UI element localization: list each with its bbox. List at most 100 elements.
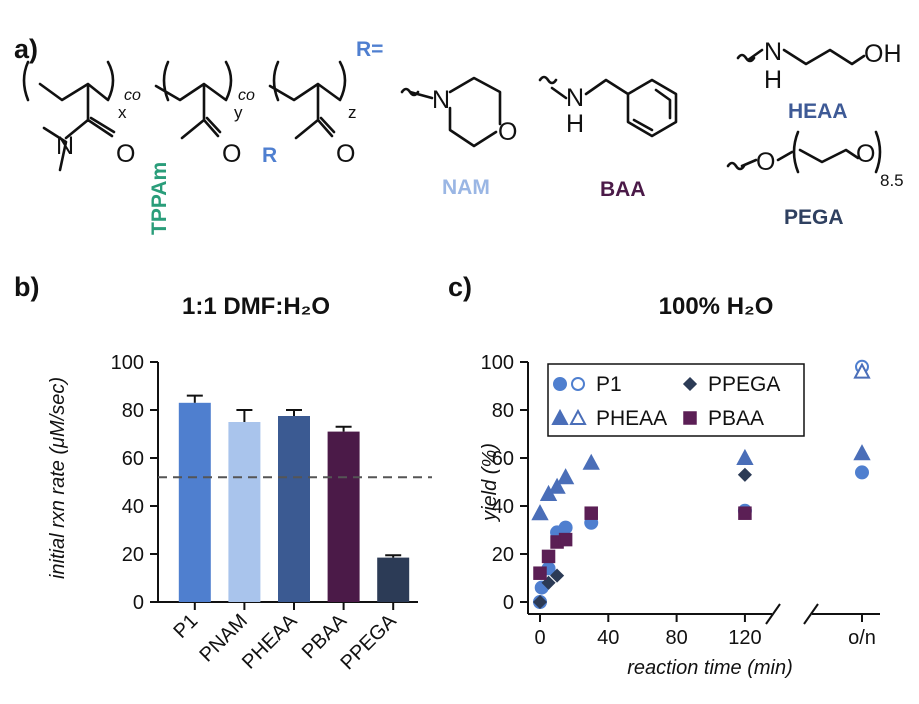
legend-label: PPEGA [708, 373, 780, 396]
backbone-bonds-z [268, 60, 347, 140]
data-point-square [541, 549, 556, 564]
heaa-label: HEAA [788, 100, 848, 123]
axis-break-mark [765, 603, 781, 625]
chart-c-title: 100% H₂O [659, 293, 774, 320]
chart-b-ytick-label: 100 [111, 352, 144, 374]
copolymer-structure: N O x co O y co TPPAm O z R [22, 60, 357, 235]
chart-b-ytick-label: 60 [122, 448, 144, 470]
panel-a: a) N O x co O y co TPPAm O z R R= N [14, 34, 904, 235]
pega-wavy-bond [726, 158, 758, 171]
heaa-chain [782, 48, 866, 66]
pega-atom-o1: O [756, 148, 775, 176]
nam-wavy-bond [400, 87, 434, 100]
data-point-triangle [736, 448, 754, 465]
data-point-square [738, 506, 752, 520]
chart-c-xtick-label: 80 [665, 627, 687, 649]
axis-break-mark [803, 603, 819, 625]
atom-o-y: O [222, 140, 241, 168]
bar [228, 422, 261, 602]
chart-c-xlabel: reaction time (min) [627, 657, 793, 679]
atom-n-x: N [56, 132, 74, 160]
chart-b-ytick-label: 20 [122, 544, 144, 566]
subscript-z: z [348, 103, 357, 122]
chart-c-xtick-label: 0 [534, 627, 545, 649]
panel-b: b) 1:1 DMF:H₂O initial rxn rate (μM/sec)… [14, 272, 432, 674]
nam-ring [448, 76, 502, 148]
pega-label: PEGA [784, 206, 844, 229]
data-point-triangle [582, 453, 600, 470]
chart-c-ytick-label: 20 [492, 544, 514, 566]
tppam-label: TPPAm [148, 162, 171, 235]
r-equals-label: R= [356, 38, 383, 61]
atom-o-x: O [116, 140, 135, 168]
baa-wavy-bond [538, 75, 568, 100]
category-label: PPEGA [336, 610, 401, 675]
chart-c-ytick-label: 80 [492, 400, 514, 422]
chart-c-xtick-label: 40 [597, 627, 619, 649]
data-point-triangle [853, 362, 871, 379]
heaa-wavy-bond [736, 48, 764, 63]
heaa-structure: N H OH HEAA [736, 38, 902, 123]
chart-c-ylabel: yield (%) [479, 443, 501, 523]
nam-atom-o: O [498, 118, 517, 146]
data-point-circle [558, 520, 573, 535]
data-point-triangle [531, 504, 549, 521]
panel-c: c) 100% H₂O yield (%) reaction time (min… [448, 272, 880, 679]
chart-c-ytick-label: 40 [492, 496, 514, 518]
co-label-2: co [238, 87, 255, 104]
chart-b-ytick-label: 0 [133, 592, 144, 614]
pega-structure: O O 8.5 PEGA [726, 130, 904, 229]
r-group-label: R [262, 144, 277, 167]
bar [377, 557, 410, 602]
data-point-diamond [682, 376, 698, 392]
pega-atom-o2: O [856, 140, 875, 168]
baa-benzyl [584, 78, 678, 138]
chart-b-ytick-label: 40 [122, 496, 144, 518]
data-point-circle [553, 377, 567, 391]
data-point-square [533, 566, 547, 580]
legend: P1 PPEGA PHEAA PBAA [547, 363, 805, 437]
scatter-chart: 0 20 40 60 80 100 0 40 80 120 o/n P1 PPEGA PHEAA PBAA [481, 352, 880, 649]
nam-atom-n: N [432, 86, 450, 114]
baa-label: BAA [600, 178, 646, 201]
nam-structure: N O NAM [400, 76, 517, 199]
data-point-triangle [551, 408, 569, 425]
chart-c-ytick-label: 60 [492, 448, 514, 470]
chart-c-ytick-label: 100 [481, 352, 514, 374]
data-point-diamond [550, 568, 565, 583]
data-point-triangle [548, 477, 566, 494]
chart-b-title: 1:1 DMF:H₂O [182, 293, 330, 320]
data-point-diamond [532, 594, 548, 610]
baa-structure: N H BAA [538, 75, 678, 201]
data-point-circle [855, 465, 869, 480]
bar [278, 416, 310, 602]
heaa-atom-h: H [764, 66, 782, 94]
chart-c-xtick-label-overnight: o/n [848, 627, 876, 649]
legend-label: PBAA [708, 407, 764, 430]
heaa-atom-oh: OH [864, 40, 902, 68]
series-pbaa [533, 506, 752, 580]
subscript-y: y [234, 103, 243, 122]
pega-chain [776, 130, 882, 174]
chart-c-ytick-label: 0 [503, 592, 514, 614]
data-point-square [683, 411, 697, 425]
panel-b-label: b) [14, 272, 39, 302]
category-label: P1 [169, 610, 202, 643]
baa-atom-h: H [566, 110, 584, 138]
amide-bonds-x [42, 116, 116, 172]
legend-box [547, 363, 805, 437]
pega-subscript: 8.5 [880, 171, 904, 190]
bar [178, 402, 211, 602]
data-point-triangle [569, 408, 587, 425]
category-label: PHEAA [238, 610, 302, 674]
panel-c-label: c) [448, 272, 472, 302]
atom-o-z: O [336, 140, 355, 168]
subscript-x: x [118, 103, 127, 122]
series-pheaa [531, 362, 871, 521]
baa-atom-n: N [566, 84, 584, 112]
backbone-bonds [22, 60, 115, 122]
legend-label: PHEAA [596, 407, 667, 430]
